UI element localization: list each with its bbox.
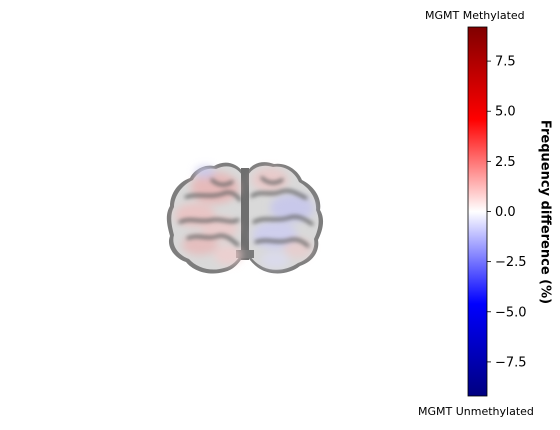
colorbar-tick-label: 7.5 [495, 55, 516, 70]
colorbar-tick-label: 5.0 [495, 105, 516, 120]
colorbar: 7.5 5.0 2.5 0.0 −2.5 −5.0 −7.5 [467, 26, 527, 397]
midline-bottom [236, 250, 254, 258]
colorbar-tick-label: −7.5 [495, 355, 527, 370]
brain-slice [166, 162, 324, 274]
sulci [178, 176, 314, 248]
colorbar-axis-label: Frequency difference (%) [537, 119, 553, 305]
midline [241, 168, 249, 260]
colorbar-tick-label: −5.0 [495, 305, 527, 320]
colorbar-top-label: MGMT Methylated [425, 9, 525, 22]
colorbar-ticks: 7.5 5.0 2.5 0.0 −2.5 −5.0 −7.5 [487, 55, 527, 370]
colorbar-gradient [467, 26, 488, 397]
colorbar-tick-label: 2.5 [495, 155, 516, 170]
colorbar-tick-label: 0.0 [495, 205, 516, 220]
colorbar-bottom-label: MGMT Unmethylated [418, 405, 534, 418]
colorbar-tick-label: −2.5 [495, 255, 527, 270]
